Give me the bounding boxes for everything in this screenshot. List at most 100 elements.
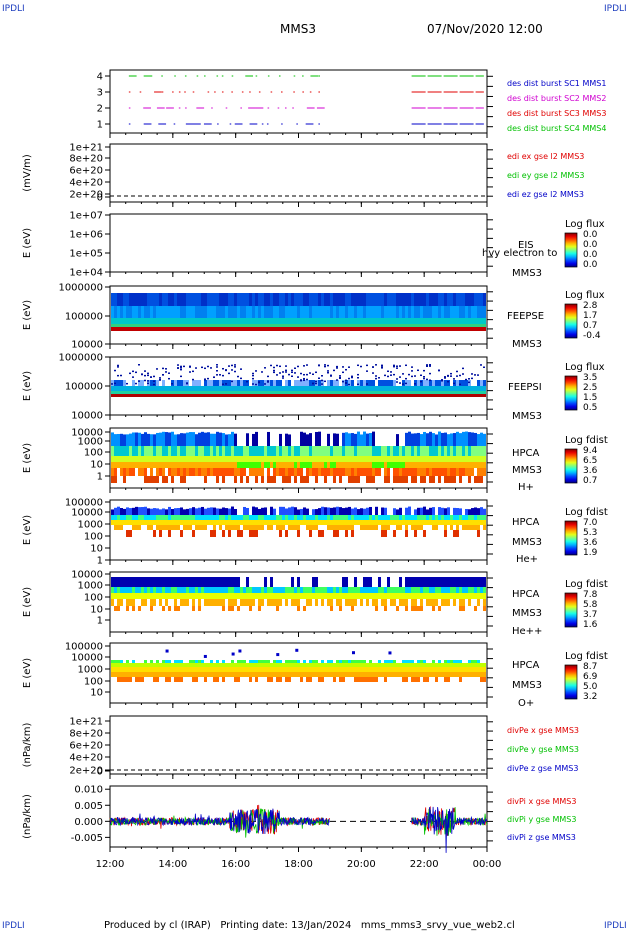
- y-tick-label: 1000: [78, 437, 103, 448]
- spectrogram-cell: [459, 433, 462, 446]
- spectrogram-cell: [267, 468, 270, 476]
- spectrogram-cell: [333, 667, 336, 672]
- spectrogram-cell: [150, 593, 153, 599]
- spectrogram-cell: [171, 525, 174, 530]
- spectrogram-cell: [378, 386, 381, 391]
- spectrogram-cell: [210, 530, 213, 537]
- spectrogram-cell: [414, 515, 417, 520]
- spectrogram-cell: [261, 432, 264, 446]
- spectrogram-cell: [405, 327, 408, 331]
- spectrogram-cell: [456, 593, 459, 599]
- spectrogram-cell: [183, 667, 186, 672]
- spectrogram-cell: [297, 365, 299, 368]
- spectrogram-cell: [165, 593, 168, 599]
- spectrogram-cell: [261, 327, 264, 331]
- spectrogram-cell: [222, 433, 225, 446]
- spectrogram-cell: [372, 593, 375, 599]
- spectrogram-cell: [357, 593, 360, 599]
- spectrogram-cell: [177, 446, 180, 456]
- spectrogram-cell: [198, 599, 201, 606]
- spectrogram-cell: [357, 515, 360, 520]
- spectrogram-cell: [201, 462, 204, 468]
- spectrogram-cell: [261, 468, 264, 476]
- spectrogram-cell: [210, 507, 213, 515]
- instrument-label: MMS3: [512, 537, 542, 548]
- spectrogram-cell: [471, 525, 474, 530]
- y-tick-label: 1000000: [58, 283, 103, 294]
- spectrogram-cell: [174, 660, 177, 663]
- spectrogram-cell: [420, 525, 423, 530]
- spectrogram-cell: [273, 446, 276, 456]
- spectrogram-cell: [396, 456, 399, 462]
- spectrogram-cell: [126, 318, 129, 324]
- spectrogram-cell: [360, 386, 363, 391]
- spectrogram-cell: [183, 476, 186, 483]
- spectrogram-cell: [180, 327, 183, 331]
- spectrogram-cell: [261, 525, 264, 530]
- spectrogram-cell: [189, 663, 192, 667]
- spectrogram-cell: [435, 394, 438, 397]
- spectrogram-cell: [177, 456, 180, 462]
- spectrogram-cell: [441, 672, 444, 677]
- spectrogram-cell: [195, 293, 198, 306]
- spectrogram-cell: [309, 456, 312, 462]
- spectrogram-cell: [219, 663, 222, 667]
- spectrogram-cell: [294, 672, 297, 677]
- spectrogram-cell: [387, 380, 390, 386]
- spectrogram-cell: [270, 593, 273, 599]
- colorbar: [564, 375, 578, 411]
- spectrogram-cell: [222, 391, 225, 394]
- spectrogram-cell: [369, 327, 372, 331]
- spectrogram-cell: [264, 383, 266, 385]
- spectrogram-cell: [168, 462, 171, 468]
- spectrogram-cell: [444, 508, 447, 515]
- spectrogram-cell: [129, 456, 132, 462]
- spectrogram-cell: [381, 507, 384, 515]
- panel-frame: [109, 143, 488, 203]
- spectrogram-cell: [459, 324, 462, 327]
- spectrogram-cell: [159, 456, 162, 462]
- spectrogram-cell: [465, 327, 468, 331]
- spectrogram-cell: [378, 660, 381, 663]
- spectrogram-cell: [258, 318, 261, 324]
- spectrogram-cell: [198, 593, 201, 599]
- spectrogram-cell: [468, 306, 471, 318]
- spectrogram-cell: [171, 587, 174, 593]
- spectrogram-cell: [318, 391, 321, 394]
- spectrogram-cell: [207, 468, 210, 476]
- spectrogram-cell: [192, 593, 195, 599]
- spectrogram-cell: [246, 515, 249, 520]
- spectrogram-cell: [180, 587, 183, 593]
- spectrogram-cell: [246, 394, 249, 397]
- spectrogram-cell: [183, 587, 186, 593]
- spectrogram-cell: [171, 394, 174, 397]
- spectrogram-cell: [285, 476, 288, 483]
- spectrogram-cell: [405, 318, 408, 324]
- spectrogram-cell: [144, 374, 146, 377]
- spectrogram-cell: [438, 369, 440, 371]
- spectrogram-cell: [111, 599, 114, 606]
- spectrogram-cell: [207, 672, 210, 677]
- spectrogram-cell: [261, 476, 264, 483]
- spectrogram-cell: [138, 293, 141, 306]
- spectrogram-cell: [303, 520, 306, 525]
- spectrogram-cell: [237, 577, 240, 587]
- spectrogram-cell: [432, 606, 435, 611]
- spectrogram-cell: [201, 593, 204, 599]
- y-tick-label: 1e+21: [69, 717, 103, 728]
- spectrogram-cell: [258, 672, 261, 677]
- spectrogram-cell: [378, 672, 381, 677]
- spectrogram-cell: [474, 520, 477, 525]
- spectrogram-cell: [168, 394, 171, 397]
- spectrogram-cell: [288, 587, 291, 593]
- spectrogram-cell: [453, 515, 456, 520]
- spectrogram-cell: [240, 577, 243, 587]
- spectrogram-cell: [186, 577, 189, 587]
- spectrogram-cell: [228, 587, 231, 593]
- spectrogram-cell: [426, 468, 429, 476]
- spectrogram-cell: [303, 660, 306, 663]
- spectrogram-cell: [204, 508, 207, 515]
- spectrogram-cell: [195, 667, 198, 672]
- spectrogram-cell: [429, 365, 431, 367]
- spectrogram-cell: [249, 306, 252, 318]
